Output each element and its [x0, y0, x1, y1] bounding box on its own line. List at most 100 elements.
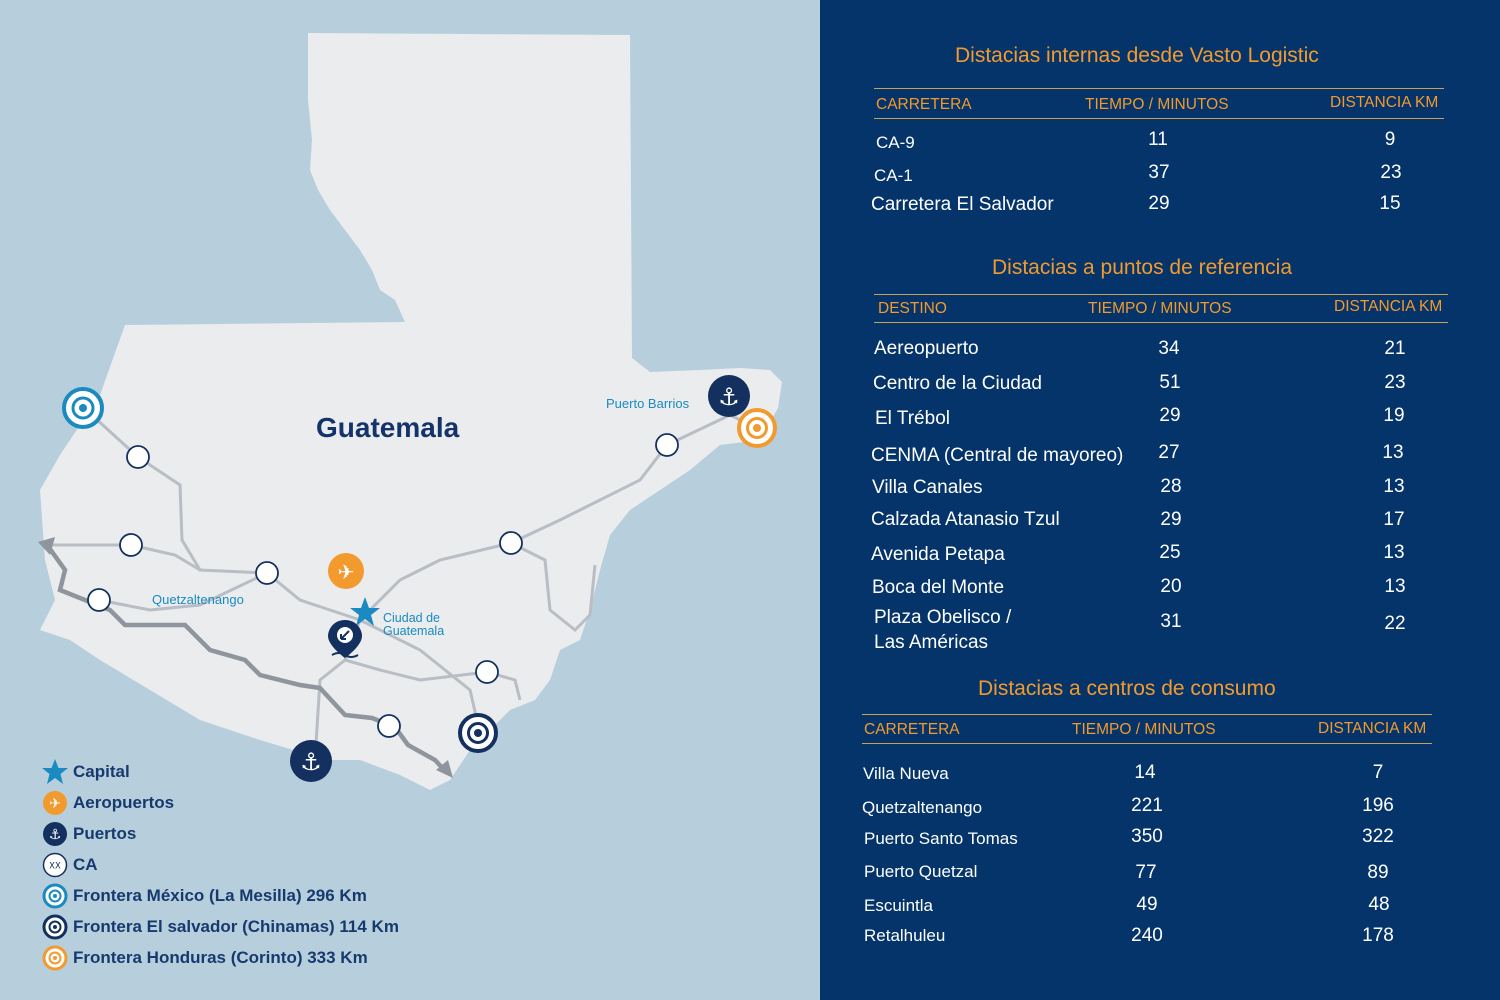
table-cell: 29: [1160, 509, 1182, 530]
table-cell: Villa Nueva: [863, 764, 949, 783]
table-cell: 14: [1134, 762, 1156, 783]
country-shape: [40, 33, 782, 790]
anchor-icon[interactable]: ⚓: [290, 740, 332, 782]
legend-label: Capital: [73, 761, 130, 781]
legend-label: Frontera México (La Mesilla) 296 Km: [73, 885, 367, 905]
star-icon: [40, 757, 70, 787]
ca-marker[interactable]: [87, 588, 111, 612]
column-header: DISTANCIA KM: [1334, 298, 1443, 315]
table-cell: 34: [1158, 338, 1180, 359]
table-cell: 13: [1382, 442, 1404, 463]
table-cell: 25: [1159, 542, 1181, 563]
table-cell: 350: [1131, 826, 1163, 847]
table-cell: CENMA (Central de mayoreo): [871, 445, 1124, 466]
svg-text:⚓: ⚓: [300, 748, 322, 776]
column-header: DISTANCIA KM: [1318, 720, 1427, 737]
location-pin-icon[interactable]: [328, 620, 362, 658]
border-target-dark-icon[interactable]: [458, 713, 498, 753]
table-cell: 31: [1160, 611, 1182, 632]
table-divider: [862, 714, 1432, 715]
legend-item-ports: ⚓ Puertos: [40, 818, 399, 849]
road-network: [50, 406, 758, 761]
legend-item-border-mexico: Frontera México (La Mesilla) 296 Km: [40, 880, 399, 911]
capital-label: Ciudad de Guatemala: [383, 612, 444, 638]
table-cell: 37: [1148, 162, 1170, 183]
border-target-light-icon[interactable]: [62, 387, 104, 429]
table-cell: 178: [1362, 925, 1394, 946]
table-cell: 89: [1367, 862, 1389, 883]
column-header: TIEMPO / MINUTOS: [1085, 96, 1229, 113]
table-cell: 27: [1158, 442, 1180, 463]
ca-marker[interactable]: [499, 531, 523, 555]
table-cell: Centro de la Ciudad: [873, 373, 1042, 394]
table-cell: Plaza Obelisco /: [874, 607, 1012, 628]
table-cell: 22: [1384, 613, 1406, 634]
table-cell: Retalhuleu: [864, 926, 946, 945]
table-cell: 51: [1159, 372, 1181, 393]
route-arrow-west: [38, 537, 55, 555]
route-arrow-south: [436, 760, 453, 778]
table-cell: 23: [1384, 372, 1406, 393]
legend-label: Puertos: [73, 823, 137, 843]
column-header: DISTANCIA KM: [1330, 94, 1439, 111]
city-label: Quetzaltenango: [152, 592, 244, 607]
table-cell: 7: [1372, 762, 1384, 783]
legend-label: Frontera El salvador (Chinamas) 114 Km: [73, 916, 399, 936]
ca-marker[interactable]: [377, 714, 401, 738]
airplane-icon[interactable]: ✈: [328, 553, 364, 589]
table-cell: 9: [1384, 129, 1396, 150]
column-header: TIEMPO / MINUTOS: [1088, 300, 1232, 317]
legend-label: CA: [73, 854, 98, 874]
table-cell: 28: [1160, 476, 1182, 497]
ca-marker[interactable]: [126, 445, 150, 469]
table-divider: [874, 88, 1444, 89]
table-cell: Calzada Atanasio Tzul: [871, 509, 1060, 530]
table-cell: 322: [1362, 826, 1394, 847]
ca-marker[interactable]: [119, 533, 143, 557]
ca-icon-text: XX: [49, 861, 61, 871]
map-legend: Capital ✈ Aeropuertos ⚓ Puertos XX CA Fr…: [40, 756, 399, 973]
table-title-consumo: Distacias a centros de consumo: [978, 677, 1276, 700]
ca-marker[interactable]: [255, 561, 279, 585]
border-target-orange-icon[interactable]: [737, 408, 777, 448]
table-title-referencia: Distacias a puntos de referencia: [992, 256, 1292, 279]
anchor-icon[interactable]: ⚓: [708, 375, 750, 417]
svg-text:⚓: ⚓: [718, 383, 740, 411]
table-divider: [874, 294, 1448, 295]
legend-item-airports: ✈ Aeropuertos: [40, 787, 399, 818]
ca-icon: XX: [40, 850, 70, 880]
legend-item-border-honduras: Frontera Honduras (Corinto) 333 Km: [40, 942, 399, 973]
table-cell: Puerto Santo Tomas: [864, 829, 1018, 848]
column-header: TIEMPO / MINUTOS: [1072, 721, 1216, 738]
table-cell: 13: [1383, 476, 1405, 497]
table-cell: 13: [1383, 542, 1405, 563]
border-target-light-icon: [40, 881, 70, 911]
ca-marker[interactable]: [655, 433, 679, 457]
legend-item-capital: Capital: [40, 756, 399, 787]
table-cell: Las Américas: [874, 632, 989, 653]
anchor-icon: ⚓: [40, 819, 70, 849]
table-cell: 11: [1148, 129, 1168, 150]
border-target-dark-icon: [40, 912, 70, 942]
svg-text:✈: ✈: [338, 560, 355, 584]
table-divider: [874, 118, 1444, 119]
country-label: Guatemala: [316, 412, 460, 443]
table-cell: CA-9: [876, 133, 915, 152]
table-cell: 15: [1379, 193, 1401, 214]
distance-tables-panel: Distacias internas desde Vasto Logistic …: [820, 0, 1500, 1000]
table-cell: 240: [1131, 925, 1163, 946]
table-title-internas: Distacias internas desde Vasto Logistic: [955, 44, 1319, 67]
border-target-orange-icon: [40, 943, 70, 973]
column-header: CARRETERA: [876, 96, 972, 113]
legend-item-border-salvador: Frontera El salvador (Chinamas) 114 Km: [40, 911, 399, 942]
table-cell: 21: [1384, 338, 1406, 359]
ca-markers: [87, 433, 679, 738]
airplane-icon: ✈: [40, 788, 70, 818]
star-icon[interactable]: [350, 597, 380, 626]
legend-item-ca: XX CA: [40, 849, 399, 880]
table-cell: 13: [1384, 576, 1406, 597]
ca-marker[interactable]: [475, 660, 499, 684]
table-divider: [874, 322, 1448, 323]
table-divider: [862, 743, 1432, 744]
table-cell: Aereopuerto: [874, 338, 979, 359]
